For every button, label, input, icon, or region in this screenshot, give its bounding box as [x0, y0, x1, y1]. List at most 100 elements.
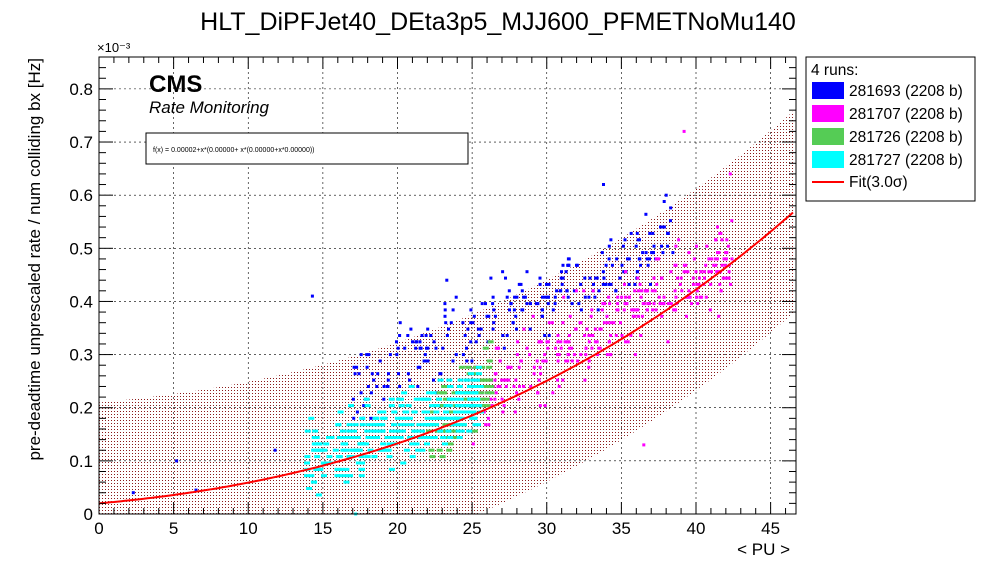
data-point	[447, 385, 454, 388]
data-point	[489, 397, 493, 401]
data-point	[334, 467, 341, 471]
data-point	[606, 321, 610, 325]
data-point	[342, 442, 349, 446]
data-point	[620, 295, 624, 299]
data-point	[609, 321, 613, 325]
data-point	[443, 410, 449, 414]
data-point	[411, 429, 418, 433]
data-point	[558, 289, 562, 293]
data-point	[497, 346, 500, 350]
data-point	[396, 346, 400, 350]
data-point	[465, 365, 472, 369]
data-point	[429, 455, 436, 459]
data-point	[436, 416, 442, 420]
data-point	[651, 308, 654, 312]
data-point	[426, 429, 432, 433]
data-point	[398, 334, 402, 337]
data-point	[660, 302, 664, 306]
data-point	[529, 385, 533, 388]
data-point	[418, 436, 425, 439]
data-point	[396, 436, 402, 439]
data-point	[336, 436, 343, 439]
data-point	[616, 308, 620, 312]
data-point	[381, 416, 388, 420]
data-point	[351, 397, 355, 401]
data-point	[388, 353, 392, 357]
data-point	[593, 340, 597, 344]
data-point	[566, 257, 570, 261]
data-point	[505, 295, 509, 299]
data-point	[579, 321, 583, 325]
data-point	[671, 251, 675, 255]
data-point	[691, 282, 695, 286]
data-point	[409, 327, 413, 331]
x-tick-label: 40	[687, 519, 706, 538]
data-point	[454, 353, 458, 357]
data-point	[358, 455, 365, 459]
data-point	[556, 334, 560, 337]
data-point	[575, 263, 579, 267]
data-point	[370, 429, 377, 433]
data-point	[609, 238, 613, 242]
data-point	[423, 353, 427, 357]
data-point	[576, 359, 579, 363]
data-point	[353, 372, 357, 376]
data-point	[654, 308, 658, 312]
data-point	[550, 321, 554, 325]
data-point	[506, 365, 510, 369]
data-point	[500, 397, 504, 401]
data-point	[505, 334, 509, 337]
data-point	[451, 391, 458, 395]
data-point	[413, 442, 420, 446]
data-point	[538, 404, 542, 408]
data-point	[655, 257, 658, 261]
data-point	[652, 276, 656, 280]
data-point	[561, 378, 565, 382]
legend-label: 281727 (2208 b)	[849, 152, 963, 169]
y-tick-label: 0.4	[69, 292, 93, 311]
data-point	[408, 378, 412, 382]
data-point	[664, 193, 668, 197]
rate-monitoring-label: Rate Monitoring	[149, 98, 270, 117]
data-point	[607, 244, 611, 248]
data-point	[602, 276, 606, 280]
x-tick-label: 10	[239, 519, 258, 538]
data-point	[430, 391, 437, 395]
data-point	[624, 295, 627, 299]
data-point	[472, 314, 476, 318]
data-point	[596, 308, 600, 312]
data-point	[367, 448, 374, 452]
y-tick-label: 0.6	[69, 186, 93, 205]
data-point	[594, 276, 598, 280]
data-point	[584, 346, 588, 350]
data-point	[633, 314, 637, 318]
data-point	[385, 385, 389, 388]
data-point	[695, 244, 698, 248]
data-point	[463, 397, 470, 401]
data-point	[624, 340, 627, 344]
data-point	[572, 353, 576, 357]
data-point	[636, 276, 640, 280]
data-point	[669, 206, 673, 210]
data-point	[635, 231, 639, 235]
data-point	[589, 314, 593, 318]
data-point	[694, 270, 698, 274]
data-point	[423, 410, 430, 414]
data-point	[687, 289, 691, 293]
scatter-points	[131, 129, 734, 516]
data-point	[443, 404, 450, 408]
data-point	[376, 372, 380, 376]
data-point	[608, 302, 612, 306]
data-point	[662, 295, 666, 299]
data-point	[727, 270, 731, 274]
data-point	[388, 404, 395, 408]
data-point	[491, 295, 495, 299]
data-point	[450, 423, 457, 427]
data-point	[653, 289, 657, 293]
data-point	[707, 257, 711, 261]
data-point	[621, 244, 625, 248]
data-point	[388, 467, 395, 471]
y-tick-label: 0.2	[69, 399, 93, 418]
data-point	[426, 346, 430, 350]
x-tick-label: 15	[313, 519, 332, 538]
